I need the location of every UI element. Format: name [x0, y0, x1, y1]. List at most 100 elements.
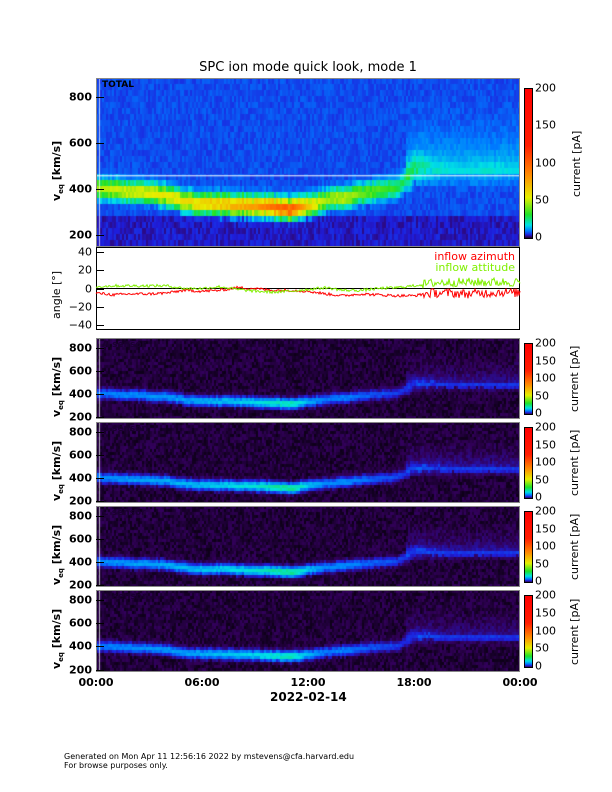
ylabel-unit: [km/s]	[50, 440, 63, 484]
sensor-a-colorbar-label: current [pA]	[568, 345, 581, 412]
sensor-c-ytick-label: 800	[69, 509, 92, 523]
sensor-d-colorbar-tick: 150	[535, 606, 556, 620]
sensor-c-ylabel: veq [km/s]	[50, 524, 65, 584]
x-tick-label: 12:00	[290, 676, 326, 689]
sensor-b-frame	[96, 422, 520, 503]
sensor-d-ytick-mark	[96, 669, 104, 671]
sensor-d-colorbar-tick: 200	[535, 588, 556, 602]
total-ytick-mark	[96, 143, 104, 145]
sensor-c-ytick-label: 200	[69, 578, 92, 592]
inflow-attitude-line	[95, 276, 521, 295]
sensor-d-colorbar-tick: 100	[535, 624, 556, 637]
ylabel-v: v	[50, 193, 63, 201]
ylabel-eq: eq	[57, 567, 66, 578]
angle-ytick-mark	[96, 288, 104, 290]
figure-title: SPC ion mode quick look, mode 1	[199, 60, 417, 75]
sensor-b-ytick-label: 200	[69, 494, 92, 508]
total-panel-label: TOTAL	[102, 80, 134, 90]
footer-disclaimer: For browse purposes only.	[64, 761, 168, 770]
ylabel-unit: [km/s]	[50, 524, 63, 568]
ylabel-v: v	[50, 409, 63, 417]
sensor-d-frame	[96, 590, 520, 672]
sensor-d-panel-label: D sensor	[102, 592, 147, 602]
x-tick-label: 00:00	[502, 676, 538, 689]
ylabel-eq: eq	[57, 652, 66, 662]
ylabel-v: v	[50, 493, 63, 501]
angle-ytick-mark	[96, 306, 104, 308]
total-colorbar-tick: 100	[535, 156, 556, 169]
total-ylabel: veq [km/s]	[50, 140, 65, 200]
sensor-a-ytick-mark	[96, 347, 104, 349]
total-colorbar-tick: 200	[535, 81, 556, 95]
x-date-label: 2022-02-14	[270, 690, 347, 704]
sensor-c-ytick-mark	[96, 515, 104, 517]
ylabel-unit: [km/s]	[50, 356, 63, 400]
x-tick-label: 00:00	[78, 676, 114, 689]
sensor-a-colorbar-tick: 150	[535, 354, 556, 367]
ylabel-eq: eq	[57, 399, 66, 410]
total-ytick-mark	[96, 235, 104, 237]
sensor-b-colorbar-tick: 0	[535, 490, 542, 504]
sensor-d-ytick-label: 200	[69, 663, 92, 677]
sensor-b-ytick-mark	[96, 500, 104, 502]
sensor-b-colorbar-tick: 200	[535, 420, 556, 434]
sensor-c-colorbar-tick: 50	[535, 557, 549, 570]
total-ytick-label: 200	[69, 228, 92, 242]
sensor-a-ytick-label: 200	[69, 410, 92, 424]
sensor-b-colorbar	[524, 427, 533, 499]
sensor-b-ytick-mark	[96, 431, 104, 433]
angle-ytick-label: −20	[68, 300, 92, 314]
sensor-b-colorbar-tick: 150	[535, 438, 556, 451]
ylabel-eq: eq	[57, 183, 66, 194]
sensor-a-spectrogram	[96, 338, 520, 419]
sensor-c-ytick-mark	[96, 538, 104, 540]
sensor-a-panel-label: A sensor	[102, 340, 146, 350]
sensor-d-ytick-label: 800	[69, 593, 92, 607]
ylabel-unit: [km/s]	[50, 140, 63, 184]
sensor-c-frame	[96, 506, 520, 587]
sensor-c-colorbar-tick: 200	[535, 504, 556, 518]
sensor-b-ytick-label: 600	[69, 448, 92, 462]
sensor-d-ytick-label: 600	[69, 616, 92, 630]
angle-ytick-mark	[96, 324, 104, 326]
angle-ytick-label: 20	[78, 263, 92, 277]
angle-plot	[95, 276, 521, 300]
total-ytick-label: 800	[69, 90, 92, 104]
sensor-d-colorbar-label: current [pA]	[568, 598, 581, 665]
sensor-a-ytick-label: 800	[69, 341, 92, 355]
sensor-c-ytick-label: 400	[69, 555, 92, 569]
total-colorbar-tick: 150	[535, 118, 556, 132]
angle-ylabel: angle [°]	[50, 270, 63, 319]
total-ytick-mark	[96, 97, 104, 99]
sensor-c-ytick-mark	[96, 561, 104, 563]
sensor-b-colorbar-label: current [pA]	[568, 429, 581, 496]
sensor-c-spectrogram	[96, 506, 520, 587]
sensor-a-ytick-label: 600	[69, 364, 92, 378]
sensor-a-ytick-mark	[96, 416, 104, 418]
sensor-b-ylabel: veq [km/s]	[50, 440, 65, 500]
total-frame	[96, 78, 520, 247]
sensor-d-ytick-label: 400	[69, 639, 92, 653]
sensor-a-colorbar-tick: 200	[535, 336, 556, 350]
total-colorbar	[524, 88, 533, 239]
sensor-b-colorbar-tick: 50	[535, 473, 549, 486]
x-tick-label: 18:00	[396, 676, 432, 689]
ylabel-v: v	[50, 577, 63, 585]
x-tick-label: 06:00	[184, 676, 220, 689]
sensor-a-colorbar-tick: 0	[535, 406, 542, 420]
sensor-c-panel-label: C sensor	[102, 508, 146, 518]
angle-ytick-label: −40	[68, 318, 92, 332]
sensor-d-ytick-mark	[96, 600, 104, 602]
angle-ytick-label: 40	[78, 245, 92, 259]
sensor-a-ytick-mark	[96, 370, 104, 372]
ylabel-unit: [km/s]	[50, 608, 63, 653]
sensor-a-ytick-label: 400	[69, 387, 92, 401]
sensor-b-panel-label: B sensor	[102, 424, 146, 434]
sensor-d-ytick-mark	[96, 623, 104, 625]
sensor-b-spectrogram	[96, 422, 520, 503]
total-colorbar-tick: 50	[535, 193, 549, 207]
total-spectrogram	[96, 78, 520, 247]
sensor-c-ytick-mark	[96, 584, 104, 586]
sensor-d-colorbar-tick: 50	[535, 641, 549, 655]
